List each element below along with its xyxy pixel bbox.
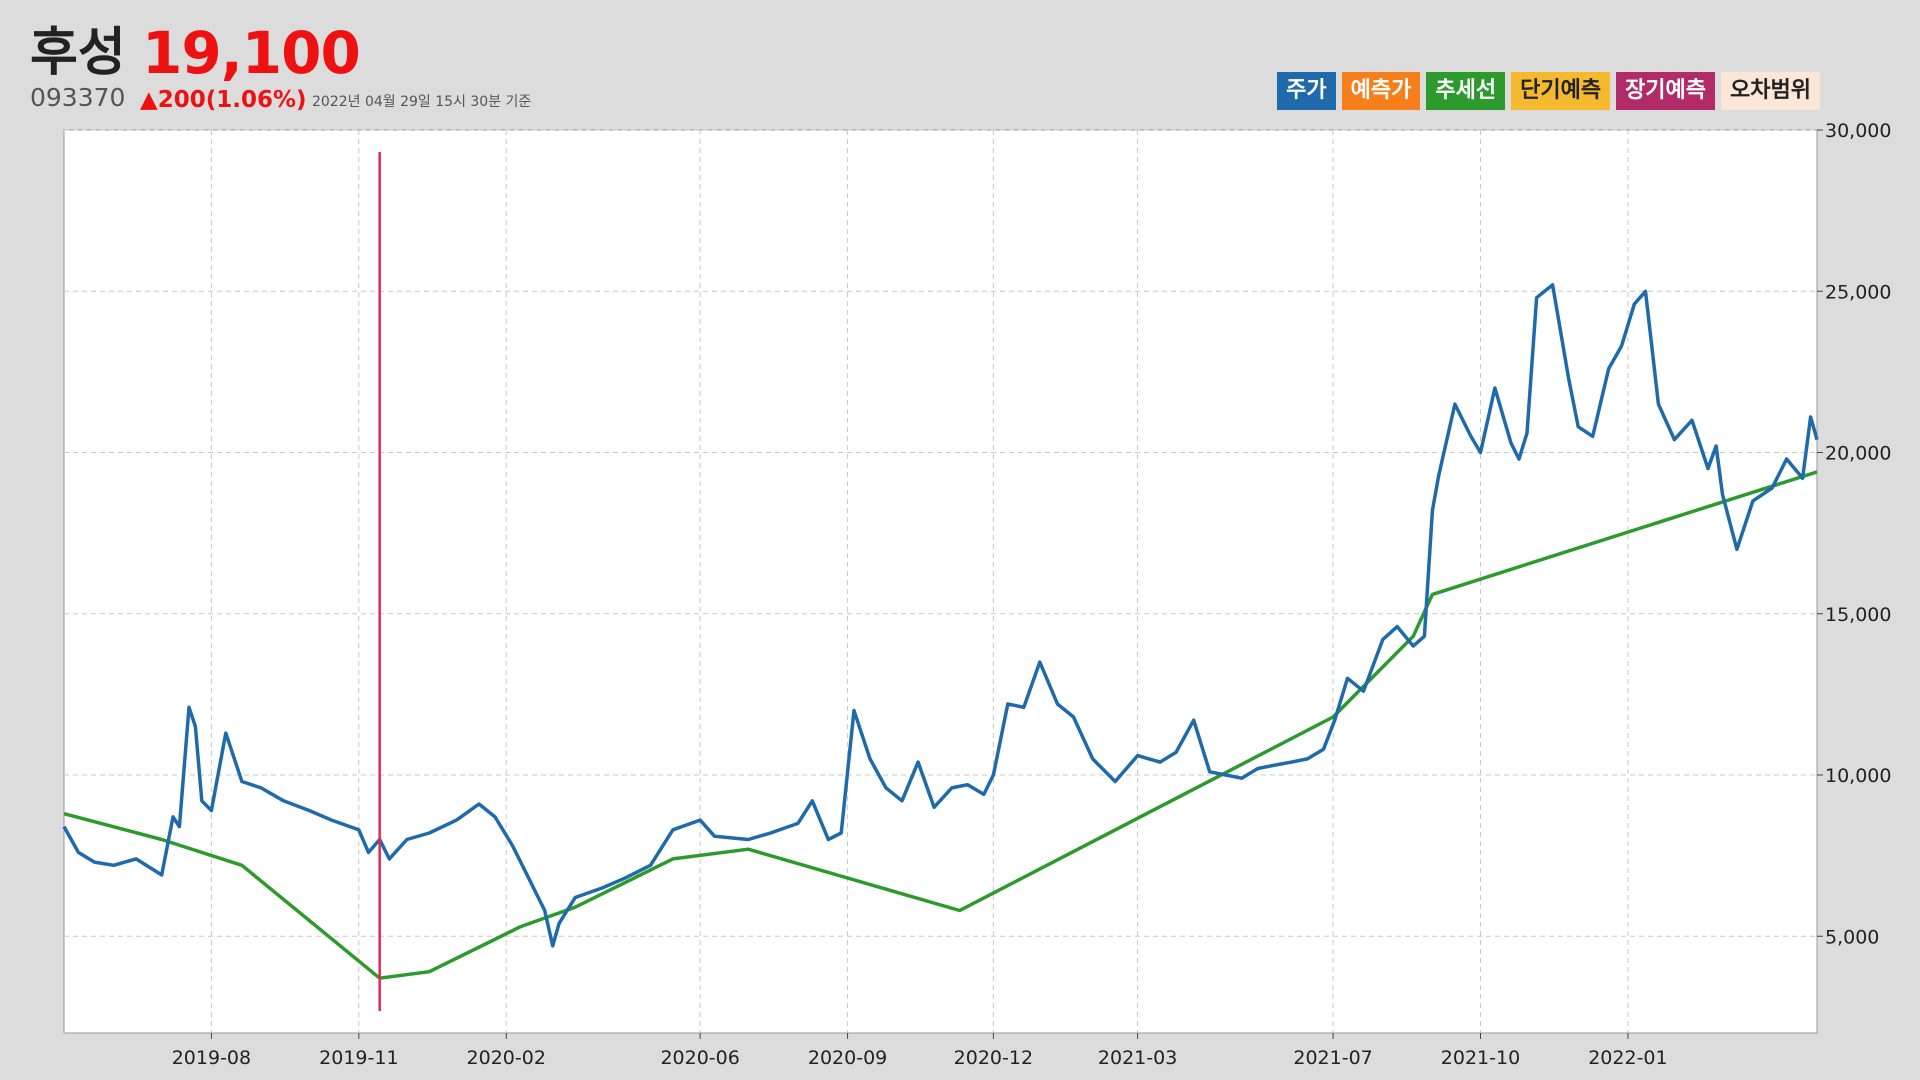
x-tick-label: 2021-10 xyxy=(1441,1047,1520,1069)
stock-change: ▲200(1.06%) xyxy=(140,87,307,113)
x-tick-label: 2019-11 xyxy=(319,1047,398,1069)
legend-item-forecast[interactable]: 예측가 xyxy=(1341,72,1421,110)
trend-line xyxy=(63,470,1818,980)
legend-item-short-term[interactable]: 단기예측 xyxy=(1511,72,1611,110)
legend-item-long-term[interactable]: 장기예측 xyxy=(1616,72,1716,110)
grid-lines xyxy=(64,129,1817,1033)
y-tick-label: 15,000 xyxy=(1825,604,1891,626)
legend-item-error-range[interactable]: 오차범위 xyxy=(1721,72,1820,110)
x-tick-label: 2020-12 xyxy=(954,1047,1033,1069)
stock-header: 후성 19,100 093370 ▲200(1.06%) 2022년 04월 2… xyxy=(30,22,1230,122)
x-tick-label: 2020-06 xyxy=(660,1047,739,1069)
y-axis-ticks: 5,000 10,000 15,000 20,000 25,000 30,000 xyxy=(1817,120,1891,948)
stock-code: 093370 xyxy=(30,83,126,112)
price-line xyxy=(62,283,1819,948)
legend-item-price[interactable]: 주가 xyxy=(1277,72,1336,110)
y-tick-label: 5,000 xyxy=(1825,926,1879,948)
legend: 주가 예측가 추세선 단기예측 장기예측 오차범위 xyxy=(1277,72,1820,110)
stock-price: 19,100 xyxy=(142,19,361,87)
series-layer xyxy=(62,152,1819,1011)
x-axis-ticks: 2019-08 2019-11 2020-02 2020-06 2020-09 2020-… xyxy=(172,1033,1668,1069)
y-tick-label: 20,000 xyxy=(1825,443,1891,465)
x-tick-label: 2019-08 xyxy=(172,1047,251,1069)
y-tick-label: 30,000 xyxy=(1825,120,1891,142)
y-tick-label: 10,000 xyxy=(1825,765,1891,787)
plot-area xyxy=(63,129,1818,1034)
x-tick-label: 2022-01 xyxy=(1588,1047,1667,1069)
stock-name: 후성 xyxy=(30,23,126,83)
x-tick-label: 2020-02 xyxy=(467,1047,546,1069)
legend-item-trend[interactable]: 추세선 xyxy=(1426,72,1506,110)
y-tick-label: 25,000 xyxy=(1825,281,1891,303)
x-tick-label: 2021-07 xyxy=(1293,1047,1372,1069)
x-tick-label: 2020-09 xyxy=(808,1047,887,1069)
stock-timestamp: 2022년 04월 29일 15시 30분 기준 xyxy=(312,94,532,110)
x-tick-label: 2021-03 xyxy=(1098,1047,1177,1069)
